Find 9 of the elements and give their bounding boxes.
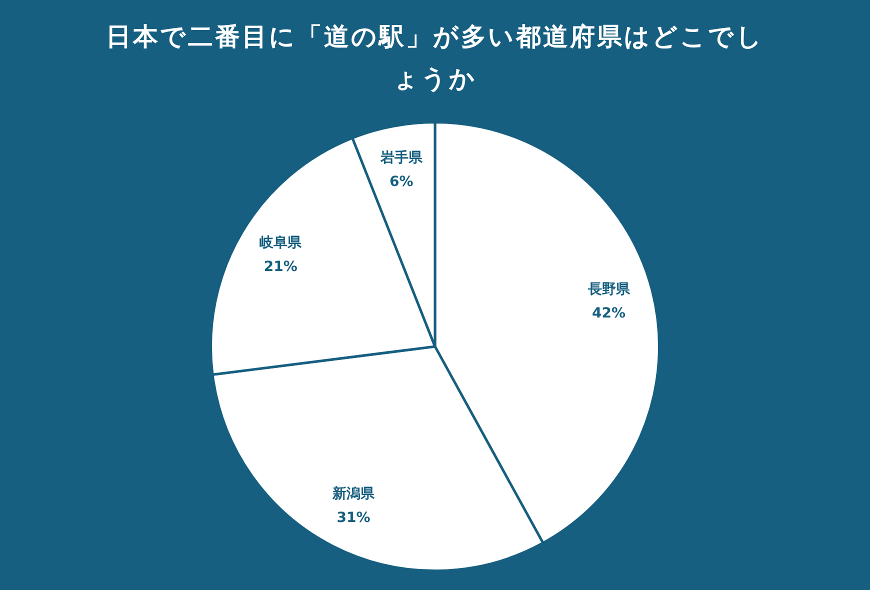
slice-label: 長野県 (586, 282, 631, 298)
data-label: 31% (336, 510, 370, 526)
slice-label: 新潟県 (332, 484, 376, 502)
data-label: 42% (592, 306, 626, 322)
slice-label: 岩手県 (379, 148, 424, 166)
slice-label: 岐阜県 (260, 234, 303, 251)
chart-title: 日本で二番目に「道の駅」が多い都道府県はどこでしょうか (105, 21, 765, 95)
data-label: 6% (389, 174, 414, 190)
data-label: 21% (264, 258, 298, 275)
